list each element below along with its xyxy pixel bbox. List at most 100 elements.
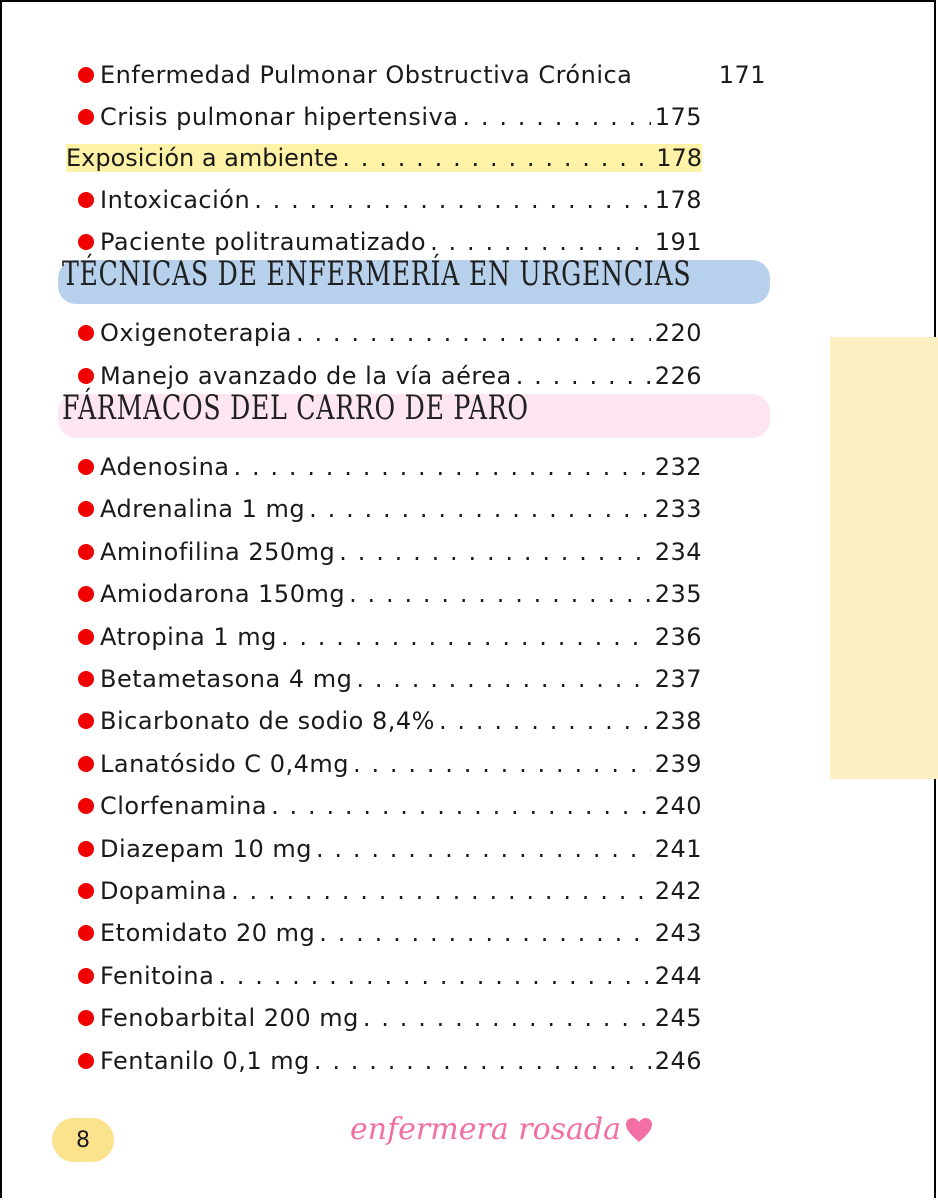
toc-entry[interactable]: Fenitoina 244: [78, 956, 702, 996]
dot-leader: [254, 186, 651, 214]
toc-entry-title: Dopamina: [100, 877, 228, 905]
toc-entry[interactable]: Lanatósido C 0,4mg 239: [78, 744, 702, 784]
bullet-icon: [78, 1052, 94, 1069]
section-title: TÉCNICAS DE ENFERMERÍA EN URGENCIAS: [62, 254, 692, 294]
dot-leader: [363, 1004, 651, 1032]
toc-entry-page: 175: [654, 103, 702, 131]
toc-entry-page: 237: [654, 665, 702, 693]
toc-entry-page: 245: [654, 1004, 702, 1033]
dot-leader: [281, 623, 651, 651]
toc-entry[interactable]: Diazepam 10 mg 241: [78, 829, 702, 869]
bullet-icon: [78, 755, 94, 772]
toc-entry-page: 191: [654, 228, 702, 256]
bullet-icon: [78, 671, 94, 687]
toc-entry[interactable]: Intoxicación 178: [78, 180, 702, 220]
bullet-icon: [78, 713, 94, 730]
bullet-icon: [78, 109, 94, 125]
toc-entry-page: 243: [654, 919, 702, 948]
bullet-icon: [78, 543, 94, 560]
toc-entry[interactable]: Oxigenoterapia 220: [78, 313, 702, 353]
toc-entry[interactable]: Adenosina 232: [78, 447, 702, 487]
dot-leader: [342, 144, 652, 172]
toc-entry-page: 171: [718, 61, 766, 89]
toc-entry-title: Lanatósido C 0,4mg: [100, 749, 349, 778]
bullet-icon: [78, 925, 94, 942]
toc-entry[interactable]: Bicarbonato de sodio 8,4% 238: [78, 701, 702, 741]
toc-entry-page: 239: [654, 749, 702, 778]
toc-entry-title: Amiodarona 150mg: [100, 580, 346, 609]
toc-entry[interactable]: Manejo avanzado de la vía aérea 226: [78, 356, 702, 396]
toc-entry[interactable]: Adrenalina 1 mg 233: [78, 489, 702, 529]
toc-entry-title: Adenosina: [100, 453, 230, 481]
brand-signature: enfermera rosada: [350, 1112, 653, 1147]
toc-entry-title: Bicarbonato de sodio 8,4%: [100, 707, 435, 736]
toc-entry[interactable]: Dopamina 242: [78, 871, 702, 911]
toc-entry-title: Paciente politraumatizado: [100, 228, 427, 256]
heart-icon: [626, 1117, 653, 1142]
bullet-icon: [78, 192, 94, 208]
dot-leader: [439, 707, 651, 735]
toc-entry-title: Fenobarbital 200 mg: [100, 1004, 359, 1033]
dot-leader: [430, 228, 651, 256]
page-number-badge: 8: [52, 1118, 114, 1162]
toc-entry[interactable]: Fentanilo 0,1 mg 246: [78, 1041, 702, 1081]
toc-subheading-title: Exposición a ambiente: [66, 144, 339, 172]
section-title: FÁRMACOS DEL CARRO DE PARO: [62, 388, 529, 428]
dot-leader: [233, 453, 650, 481]
bullet-icon: [78, 967, 94, 984]
dot-leader: [339, 538, 650, 566]
toc-entry[interactable]: Betametasona 4 mg 237: [78, 659, 702, 699]
toc-entry-page: 232: [654, 453, 702, 481]
section-header-techniques[interactable]: TÉCNICAS DE ENFERMERÍA EN URGENCIAS: [58, 254, 770, 304]
bullet-icon: [78, 67, 94, 83]
toc-entry-title: Fentanilo 0,1 mg: [100, 1046, 310, 1075]
brand-name: enfermera rosada: [350, 1112, 622, 1147]
toc-entry-page: 236: [654, 622, 702, 651]
toc-subheading-page: 178: [656, 144, 702, 172]
toc-entry-title: Oxigenoterapia: [100, 319, 293, 347]
toc-entry-page: 233: [654, 495, 702, 524]
section-header-drugs[interactable]: FÁRMACOS DEL CARRO DE PARO: [58, 388, 770, 438]
dot-leader: [349, 580, 651, 608]
toc-entry[interactable]: Aminofilina 250mg 234: [78, 532, 702, 572]
toc-entry-title: Betametasona 4 mg: [100, 665, 353, 693]
page-number: 8: [76, 1127, 90, 1153]
dot-leader: [309, 495, 651, 523]
dot-leader: [218, 962, 650, 990]
toc-entry[interactable]: Etomidato 20 mg 243: [78, 913, 702, 953]
bullet-icon: [78, 501, 94, 518]
toc-entry[interactable]: Paciente politraumatizado 191: [78, 222, 702, 262]
toc-entry[interactable]: Atropina 1 mg 236: [78, 617, 702, 657]
dot-leader: [231, 877, 651, 905]
toc-entry-title: Enfermedad Pulmonar Obstructiva Crónica: [100, 61, 633, 89]
toc-entry-page: 246: [654, 1046, 702, 1075]
toc-entry[interactable]: Enfermedad Pulmonar Obstructiva Crónica …: [78, 55, 766, 95]
bullet-icon: [78, 840, 94, 857]
bullet-icon: [78, 586, 94, 603]
bullet-icon: [78, 1010, 94, 1027]
toc-entry-title: Etomidato 20 mg: [100, 919, 316, 948]
toc-entry-page: 244: [654, 961, 702, 990]
toc-entry-title: Diazepam 10 mg: [100, 834, 312, 863]
toc-entry-title: Crisis pulmonar hipertensiva: [100, 103, 459, 131]
toc-entry[interactable]: Fenobarbital 200 mg 245: [78, 998, 702, 1038]
bullet-icon: [78, 234, 94, 250]
dot-leader: [462, 103, 650, 131]
toc-entry[interactable]: Crisis pulmonar hipertensiva 175: [78, 97, 702, 137]
dot-leader: [319, 919, 650, 947]
toc-entry-title: Aminofilina 250mg: [100, 537, 336, 566]
toc-entry[interactable]: Amiodarona 150mg 235: [78, 574, 702, 614]
bullet-icon: [78, 459, 94, 475]
toc-entry[interactable]: Clorfenamina 240: [78, 786, 702, 826]
bullet-icon: [78, 368, 94, 384]
toc-entry-page: 240: [654, 792, 702, 821]
toc-entry-title: Atropina 1 mg: [100, 622, 277, 651]
toc-subheading[interactable]: Exposición a ambiente 178: [66, 138, 702, 178]
bullet-icon: [78, 798, 94, 815]
toc-entry-page: 220: [654, 319, 702, 347]
bullet-icon: [78, 325, 94, 341]
toc-entry-page: 242: [654, 877, 702, 905]
bullet-icon: [78, 883, 94, 899]
toc-entry-page: 178: [654, 186, 702, 214]
toc-entry-page: 235: [654, 580, 702, 609]
